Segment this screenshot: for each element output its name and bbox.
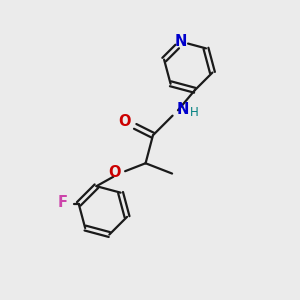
Text: F: F <box>58 195 68 210</box>
Text: N: N <box>177 102 190 117</box>
Text: O: O <box>108 165 120 180</box>
Text: H: H <box>190 106 199 119</box>
Text: N: N <box>175 34 187 49</box>
Text: O: O <box>118 114 130 129</box>
